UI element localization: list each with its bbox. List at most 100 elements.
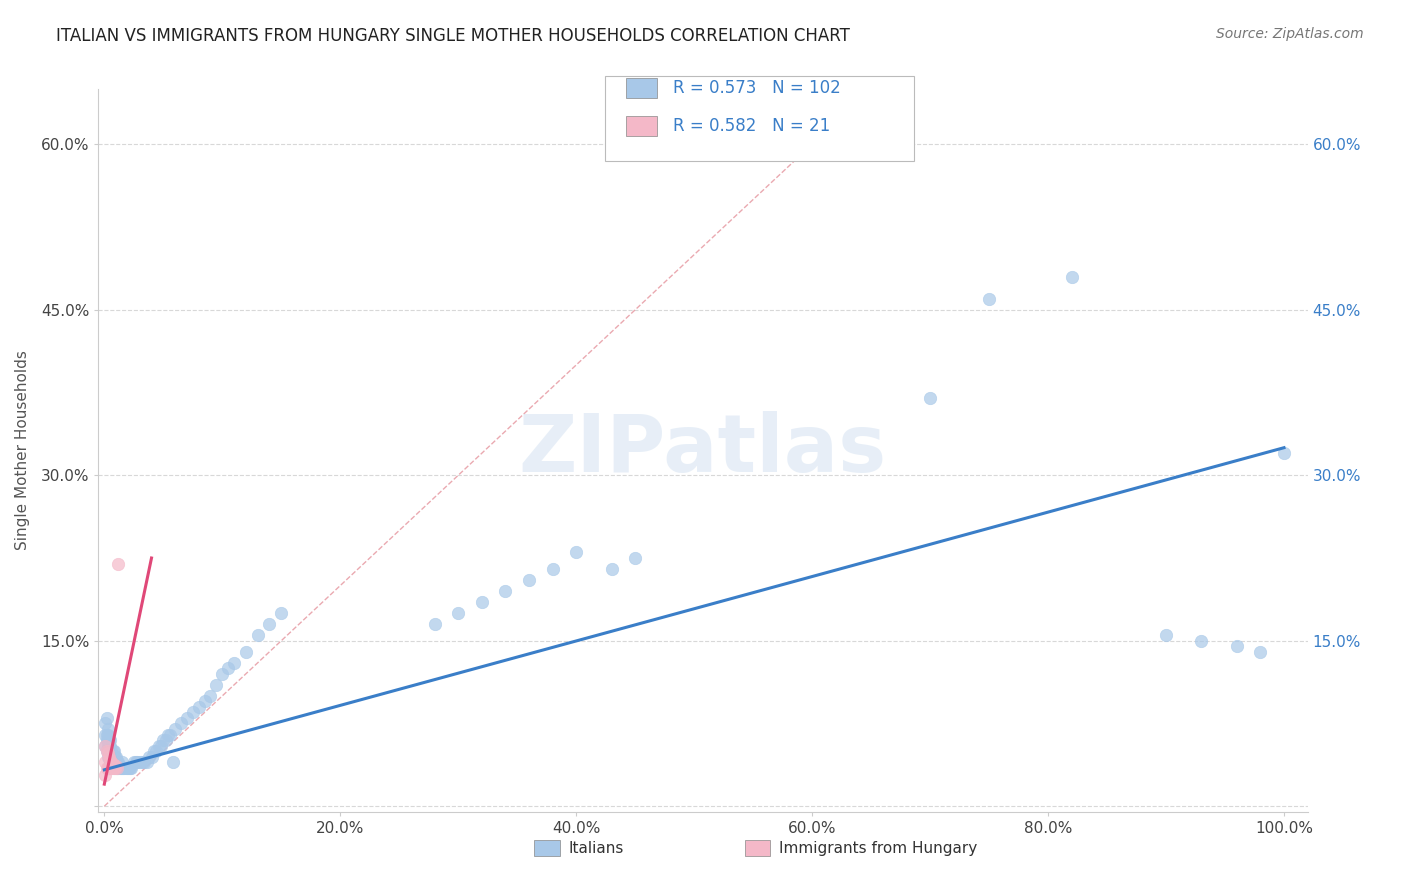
Point [96, 744, 118, 758]
Text: Source: ZipAtlas.com: Source: ZipAtlas.com [1216, 27, 1364, 41]
Text: R = 0.582   N = 21: R = 0.582 N = 21 [673, 117, 831, 135]
Point [98, 749, 121, 764]
Point [98, 755, 121, 769]
Point [471, 595, 494, 609]
Text: Immigrants from Hungary: Immigrants from Hungary [779, 841, 977, 855]
Point [97, 727, 120, 741]
Point [423, 617, 446, 632]
Point [98, 753, 121, 767]
Point [100, 749, 122, 764]
Point [176, 711, 198, 725]
Point [107, 755, 129, 769]
Point [624, 551, 647, 566]
Point [105, 761, 128, 775]
Point [105, 755, 128, 769]
Point [1189, 633, 1212, 648]
Point [100, 755, 122, 769]
Point [104, 761, 127, 775]
Point [235, 645, 257, 659]
Point [94, 755, 117, 769]
Point [97, 749, 120, 764]
Point [222, 656, 245, 670]
Point [101, 755, 124, 769]
Point [97, 722, 120, 736]
Point [100, 761, 122, 775]
Point [211, 666, 233, 681]
Point [1272, 446, 1295, 460]
Point [108, 761, 131, 775]
Point [97, 733, 120, 747]
Point [145, 744, 167, 758]
Point [194, 694, 217, 708]
Point [270, 606, 292, 620]
Point [104, 749, 127, 764]
Point [600, 562, 623, 576]
Point [162, 755, 184, 769]
Point [111, 761, 134, 775]
Point [96, 727, 118, 741]
Point [1226, 640, 1249, 654]
Point [96, 733, 118, 747]
Point [97, 746, 120, 760]
Text: R = 0.573   N = 102: R = 0.573 N = 102 [673, 79, 841, 97]
Point [118, 761, 141, 775]
Point [181, 706, 204, 720]
Point [110, 761, 132, 775]
Point [97, 761, 120, 775]
Point [101, 761, 124, 775]
Point [98, 733, 121, 747]
Point [98, 744, 121, 758]
Point [112, 761, 135, 775]
Point [105, 759, 128, 773]
Point [170, 716, 193, 731]
Point [977, 292, 1000, 306]
Point [105, 761, 128, 775]
Point [94, 739, 117, 753]
Point [115, 761, 138, 775]
Point [117, 761, 139, 775]
Point [494, 584, 516, 599]
Point [98, 733, 121, 747]
Point [98, 761, 121, 775]
Point [127, 755, 149, 769]
Point [98, 749, 121, 764]
Y-axis label: Single Mother Households: Single Mother Households [15, 351, 30, 550]
Point [159, 727, 181, 741]
Point [142, 744, 165, 758]
Point [128, 755, 150, 769]
Point [148, 739, 170, 753]
Point [565, 545, 588, 559]
Point [105, 749, 128, 764]
Point [101, 757, 124, 772]
Point [138, 749, 160, 764]
Point [100, 755, 122, 769]
Point [98, 739, 121, 753]
Point [107, 557, 129, 571]
Text: ZIPatlas: ZIPatlas [519, 411, 887, 490]
Point [152, 733, 174, 747]
Point [125, 755, 148, 769]
Point [920, 391, 942, 405]
Point [187, 700, 209, 714]
Point [98, 739, 121, 753]
Point [103, 744, 125, 758]
Point [259, 617, 281, 632]
Point [103, 755, 125, 769]
Point [96, 744, 118, 758]
Point [200, 689, 222, 703]
Point [157, 727, 180, 741]
Point [120, 761, 142, 775]
Point [105, 755, 128, 769]
Point [112, 761, 135, 775]
Point [103, 749, 125, 764]
Point [122, 755, 145, 769]
Point [517, 573, 540, 587]
Point [98, 749, 121, 764]
Point [135, 755, 157, 769]
Point [101, 749, 124, 764]
Point [1060, 269, 1083, 284]
Point [96, 761, 118, 775]
Text: Italians: Italians [568, 841, 623, 855]
Point [141, 749, 163, 764]
Point [97, 739, 120, 753]
